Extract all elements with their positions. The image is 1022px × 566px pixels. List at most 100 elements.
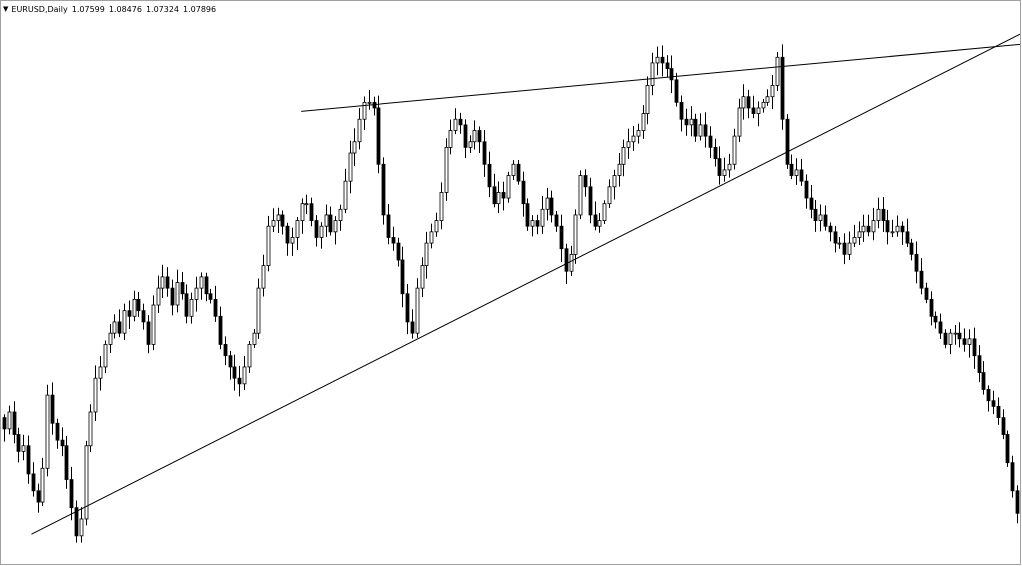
support-trendline[interactable] [31,33,1020,535]
candle-body [530,220,535,227]
candle-body [569,253,574,272]
candle-body [204,276,209,295]
candle-body [64,445,69,480]
candle-body [266,225,271,267]
candles [2,44,1020,543]
candle-body [420,265,425,289]
candle-body [232,366,237,379]
candle-body [636,130,641,137]
candle-body [684,118,689,126]
candle-body [84,445,89,520]
candle-body [319,225,324,238]
candle-body [367,101,372,104]
candle-body [837,242,842,245]
candle-body [511,163,516,176]
candle-body [261,265,266,289]
candle-body [991,400,996,407]
candle-body [199,276,204,289]
candle-body [132,298,137,317]
candle-body [506,175,511,199]
chart-header: ▼ EURUSD,Daily 1.07599 1.08476 1.07324 1… [3,3,216,15]
candle-body [424,242,429,267]
trendlines [31,33,1020,535]
candle-body [689,118,694,126]
candle-body [655,56,660,64]
candle-body [857,231,862,238]
candle-body [1005,434,1010,464]
candle-body [516,163,521,182]
candle-body [482,141,487,165]
candle-body [535,220,540,227]
candle-body [36,490,41,503]
resistance-trendline[interactable] [301,43,1020,112]
candle-body [785,118,790,165]
candle-body [621,146,626,165]
candle-body [194,287,199,300]
candle-body [352,141,357,154]
candle-body [16,434,21,452]
candle-body [593,214,598,227]
close-price: 1.07896 [183,4,217,14]
candle-body [765,96,770,103]
candle-body [400,259,405,295]
low-price: 1.07324 [145,4,180,14]
candle-body [545,197,550,210]
candle-body [468,141,473,148]
candle-body [165,276,170,289]
candle-body [626,141,631,148]
candle-body [117,321,122,334]
candle-body [612,175,617,188]
candle-body [180,282,185,295]
candle-body [60,439,65,447]
candle-body [228,355,233,368]
candle-body [328,214,333,233]
candle-body [357,118,362,143]
candle-body [602,203,607,221]
candle-body [770,85,775,98]
candle-body [415,287,420,334]
candle-body [218,315,223,345]
candle-body [751,107,756,115]
candle-body [127,310,132,317]
candle-body [698,124,703,137]
candle-body [881,208,886,221]
candle-body [833,231,838,244]
candle-body [871,220,876,233]
candle-body [160,276,165,289]
candle-body [391,237,396,244]
candle-body [717,158,722,176]
candle-body [26,445,31,475]
candle-body [386,214,391,238]
candle-body [823,214,828,227]
candle-body [434,220,439,233]
candle-body [501,192,506,199]
candle-body [996,405,1001,419]
candle-body [876,208,881,221]
candle-body [645,85,650,114]
candle-body [713,146,718,160]
candle-body [50,394,55,424]
candle-body [703,124,708,137]
triangle-down-icon[interactable]: ▼ [3,5,9,13]
candle-body [948,332,953,345]
candle-body [396,242,401,261]
candle-body [247,344,252,368]
candle-body [573,214,578,255]
candle-body [847,242,852,255]
candle-body [88,411,93,447]
candle-body [136,298,141,312]
candle-body [578,175,583,216]
candle-body [818,214,823,221]
candle-body [31,473,36,492]
candle-body [890,231,895,234]
candle-body [549,197,554,216]
candle-body [895,225,900,233]
candle-body [333,220,338,233]
candle-body [1010,462,1015,492]
candle-body [905,231,910,244]
candle-body [564,248,569,272]
candle-body [1001,417,1006,435]
candle-body [727,163,732,171]
